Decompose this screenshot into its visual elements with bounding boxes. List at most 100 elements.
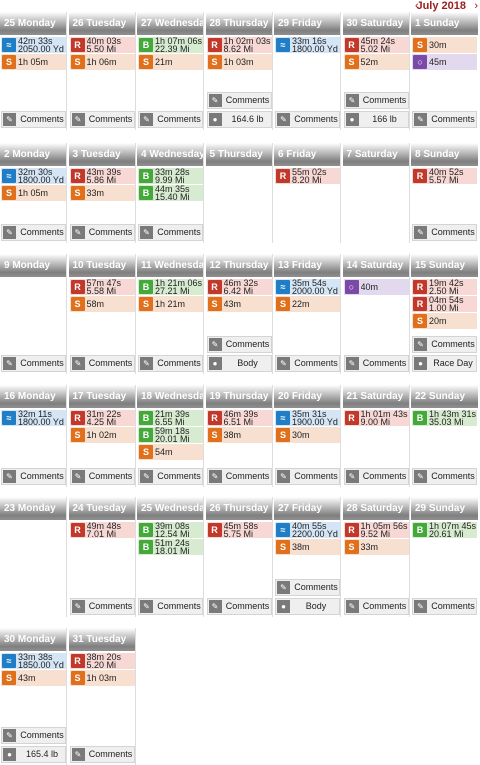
workout-entry[interactable]: ≈32m 11s 1800.00 Yd (1, 410, 66, 426)
comments-button[interactable]: ✎ Comments (69, 224, 135, 241)
day-cell[interactable]: 8 Sunday R 40m 52s 5.57 Mi ✎ Comments (411, 143, 478, 243)
workout-entry[interactable]: ≈33m 38s 1850.00 Yd (1, 653, 66, 669)
comments-button[interactable]: ✎ Comments (206, 598, 272, 615)
workout-entry[interactable]: S 52m (343, 54, 409, 70)
day-cell[interactable]: 28 Thursday R 1h 02m 03s 8.62 Mi S 1h 03m ✎ Com… (205, 12, 273, 130)
day-cell[interactable]: 22 Sunday B 1h 43m 31s 35.03 Mi ✎ Comments (411, 385, 478, 487)
workout-entry[interactable]: R 55m 02s 8.20 Mi (275, 168, 340, 184)
day-cell[interactable]: 27 Friday ≈40m 55s 2200.00 Yd S 38m ✎ Comments… (274, 497, 341, 617)
workout-entry[interactable]: R 45m 58s 5.75 Mi (206, 522, 272, 538)
day-cell[interactable]: 14 Saturday ○ 40m ✎ Comments (342, 254, 410, 374)
day-cell[interactable]: 28 Saturday R 1h 05m 56s 9.52 Mi S 33m ✎ Commen… (342, 497, 410, 617)
comments-button[interactable]: ✎ Comments (343, 355, 409, 372)
workout-entry[interactable]: B 21m 39s 6.55 Mi (138, 410, 203, 426)
workout-entry[interactable]: S 58m (69, 296, 135, 312)
comments-button[interactable]: ✎ Comments (69, 746, 135, 763)
comments-button[interactable]: ✎ Comments (412, 224, 477, 241)
comments-button[interactable]: ✎ Comments (1, 468, 66, 485)
day-cell[interactable]: 4 Wednesday B 33m 28s 9.99 Mi B 44m 35s 15.40 … (137, 143, 204, 243)
comments-button[interactable]: ✎ Comments (412, 598, 477, 615)
day-cell[interactable]: 19 Thursday R 46m 39s 6.51 Mi S 38m ✎ Comments (205, 385, 273, 487)
workout-entry[interactable]: R 43m 39s 5.86 Mi (69, 168, 135, 184)
workout-entry[interactable]: B 44m 35s 15.40 Mi (138, 185, 203, 201)
comments-button[interactable]: ✎ Comments (275, 111, 340, 128)
workout-entry[interactable]: ≈32m 30s 1800.00 Yd (1, 168, 66, 184)
day-cell[interactable]: 11 Wednesday B 1h 21m 06s 27.21 Mi S 1h 21m ✎ C… (137, 254, 204, 374)
comments-button[interactable]: ✎ Comments (343, 92, 409, 109)
workout-entry[interactable]: R 40m 03s 5.50 Mi (69, 37, 135, 53)
workout-entry[interactable]: R 46m 32s 6.42 Mi (206, 279, 272, 295)
workout-entry[interactable]: S 33m (69, 185, 135, 201)
comments-button[interactable]: ✎ Comments (1, 224, 66, 241)
day-cell[interactable]: 29 Sunday B 1h 07m 45s 20.61 Mi ✎ Comments (411, 497, 478, 617)
workout-entry[interactable]: S 38m (206, 427, 272, 443)
workout-entry[interactable]: S 43m (206, 296, 272, 312)
workout-entry[interactable]: S 33m (343, 539, 409, 555)
comments-button[interactable]: ✎ Comments (343, 468, 409, 485)
comments-button[interactable]: ✎ Comments (1, 355, 66, 372)
day-cell[interactable]: 25 Monday ≈42m 33s 2050.00 Yd S 1h 05m ✎ Comme… (0, 12, 67, 130)
workout-entry[interactable]: ≈35m 54s 2000.00 Yd (275, 279, 340, 295)
comments-button[interactable]: ✎ Comments (69, 111, 135, 128)
workout-entry[interactable]: ○ 45m (412, 54, 477, 70)
comments-button[interactable]: ✎ Comments (275, 355, 340, 372)
day-cell[interactable]: 1 Sunday S 30m ○ 45m ✎ Comments (411, 12, 478, 130)
workout-entry[interactable]: S 1h 03m (206, 54, 272, 70)
workout-entry[interactable]: S 43m (1, 670, 66, 686)
comments-button[interactable]: ✎ Comments (138, 224, 203, 241)
day-cell[interactable]: 6 Friday R 55m 02s 8.20 Mi (274, 143, 341, 243)
comments-button[interactable]: ✎ Comments (69, 468, 135, 485)
comments-button[interactable]: ✎ Comments (69, 598, 135, 615)
workout-entry[interactable]: B 39m 08s 12.54 Mi (138, 522, 203, 538)
workout-entry[interactable]: R 19m 42s 2.50 Mi (412, 279, 477, 295)
workout-entry[interactable]: ○ 40m (343, 279, 409, 295)
workout-entry[interactable]: B 33m 28s 9.99 Mi (138, 168, 203, 184)
workout-entry[interactable]: R 1h 01m 43s 9.00 Mi (343, 410, 409, 426)
workout-entry[interactable]: S 20m (412, 313, 477, 329)
workout-entry[interactable]: B 1h 43m 31s 35.03 Mi (412, 410, 477, 426)
comments-button[interactable]: ✎ Comments (412, 336, 477, 353)
metric-badge[interactable]: ● Body (206, 355, 272, 372)
day-cell[interactable]: 24 Tuesday R 49m 48s 7.01 Mi ✎ Comments (68, 497, 136, 617)
workout-entry[interactable]: S 30m (412, 37, 477, 53)
workout-entry[interactable]: S 54m (138, 444, 203, 460)
workout-entry[interactable]: ≈40m 55s 2200.00 Yd (275, 522, 340, 538)
comments-button[interactable]: ✎ Comments (412, 111, 477, 128)
day-cell[interactable]: 5 Thursday (205, 143, 273, 243)
comments-button[interactable]: ✎ Comments (1, 727, 66, 744)
workout-entry[interactable]: R 40m 52s 5.57 Mi (412, 168, 477, 184)
comments-button[interactable]: ✎ Comments (138, 468, 203, 485)
next-month-icon[interactable]: › (474, 0, 478, 12)
day-cell[interactable]: 17 Tuesday R 31m 22s 4.25 Mi S 1h 02m ✎ Comment… (68, 385, 136, 487)
day-cell[interactable]: 16 Monday ≈32m 11s 1800.00 Yd ✎ Comments (0, 385, 67, 487)
workout-entry[interactable]: ≈33m 16s 1800.00 Yd (275, 37, 340, 53)
workout-entry[interactable]: R 04m 54s 1.00 Mi (412, 296, 477, 312)
workout-entry[interactable]: B 51m 24s 18.01 Mi (138, 539, 203, 555)
workout-entry[interactable]: R 38m 20s 5.20 Mi (69, 653, 135, 669)
day-cell[interactable]: 2 Monday ≈32m 30s 1800.00 Yd S 1h 05m ✎ Commen… (0, 143, 67, 243)
comments-button[interactable]: ✎ Comments (1, 111, 66, 128)
comments-button[interactable]: ✎ Comments (275, 468, 340, 485)
prev-month-icon[interactable]: ‹ (415, 0, 419, 12)
workout-entry[interactable]: S 38m (275, 539, 340, 555)
workout-entry[interactable]: ≈35m 31s 1900.00 Yd (275, 410, 340, 426)
comments-button[interactable]: ✎ Comments (412, 468, 477, 485)
day-cell[interactable]: 3 Tuesday R 43m 39s 5.86 Mi S 33m ✎ Comments (68, 143, 136, 243)
workout-entry[interactable]: S 1h 06m (69, 54, 135, 70)
workout-entry[interactable]: B 1h 07m 06s 22.39 Mi (138, 37, 203, 53)
workout-entry[interactable]: R 1h 05m 56s 9.52 Mi (343, 522, 409, 538)
metric-badge[interactable]: ● Race Day (412, 355, 477, 372)
workout-entry[interactable]: R 1h 02m 03s 8.62 Mi (206, 37, 272, 53)
comments-button[interactable]: ✎ Comments (69, 355, 135, 372)
day-cell[interactable]: 26 Tuesday R 40m 03s 5.50 Mi S 1h 06m ✎ Comment… (68, 12, 136, 130)
workout-entry[interactable]: B 1h 21m 06s 27.21 Mi (138, 279, 203, 295)
day-cell[interactable]: 26 Thursday R 45m 58s 5.75 Mi ✎ Comments (205, 497, 273, 617)
workout-entry[interactable]: R 57m 47s 5.58 Mi (69, 279, 135, 295)
day-cell[interactable]: 7 Saturday (342, 143, 410, 243)
workout-entry[interactable]: S 22m (275, 296, 340, 312)
workout-entry[interactable]: B 59m 18s 20.01 Mi (138, 427, 203, 443)
metric-badge[interactable]: ● 166 lb (343, 111, 409, 128)
workout-entry[interactable]: S 1h 03m (69, 670, 135, 686)
